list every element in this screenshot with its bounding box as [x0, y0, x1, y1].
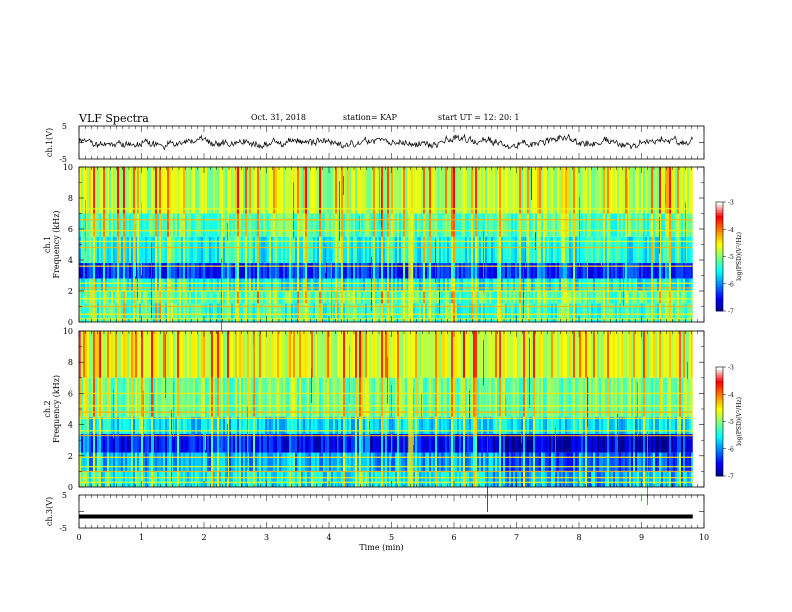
ch1-spectrogram-ytick-0: 0 — [68, 318, 73, 327]
x-tick-label-0: 0 — [76, 533, 81, 542]
ch1-spectrogram-cbtick--7: -7 — [728, 309, 734, 316]
x-tick-label-9: 9 — [639, 533, 644, 542]
ch2-spectrogram-cblabel: log(PSD)(V²/Hz) — [736, 397, 743, 446]
ch3-waveform-ytick-bottom: -5 — [59, 524, 67, 533]
x-tick-label-4: 4 — [326, 533, 331, 542]
date-label: Oct. 31, 2018 — [251, 113, 306, 122]
ch2-spectrogram-ytick-4: 4 — [68, 421, 73, 430]
x-axis-label: Time (min) — [359, 543, 403, 552]
ch1-waveform-line — [78, 133, 693, 151]
ch1-spectrogram-cbtick--4: -4 — [728, 227, 734, 234]
ch2-spectrogram-cbtick--4: -4 — [728, 392, 734, 399]
ch2-spectrogram-ytick-10: 10 — [63, 327, 73, 336]
ch2-spectrogram-ytick-8: 8 — [68, 358, 73, 367]
ch1-spectrogram-ylabel-channel: ch.1 — [43, 236, 52, 253]
ch2-spectrogram-cbtick--3: -3 — [728, 365, 734, 372]
ch2-spectrogram-ylabel-freq: Frequency (kHz) — [52, 375, 61, 443]
start-time-label: start UT = 12: 20: 1 — [438, 113, 520, 122]
x-tick-label-8: 8 — [576, 533, 581, 542]
ch1-spectrogram-event — [408, 167, 414, 322]
x-tick-label-2: 2 — [201, 533, 206, 542]
ch1-spectrogram-ytick-4: 4 — [68, 256, 73, 265]
ch1-spectrogram-ytick-2: 2 — [68, 287, 73, 296]
ch1-spectrogram-ytick-10: 10 — [63, 163, 73, 172]
ch2-spectrogram-ylabel-channel: ch.2 — [43, 400, 52, 417]
x-tick-label-1: 1 — [139, 533, 144, 542]
x-tick-label-7: 7 — [514, 533, 519, 542]
ch2-spectrogram-cbtick--5: -5 — [728, 419, 734, 426]
ch2-spectrogram-cbtick--6: -6 — [728, 446, 734, 453]
chart-title: VLF Spectra — [79, 112, 149, 125]
ch1-spectrogram-cbtick--3: -3 — [728, 200, 734, 207]
ch2-spectrogram-ytick-0: 0 — [68, 483, 73, 492]
ch2-spectrogram-event — [408, 331, 414, 487]
ch1-waveform-ylabel: ch.1(V) — [45, 128, 54, 157]
x-tick-label-10: 10 — [699, 533, 709, 542]
ch2-spectrogram-cbtick--7: -7 — [728, 474, 734, 481]
x-tick-label-3: 3 — [264, 533, 269, 542]
ch3-waveform-ylabel: ch.3(V) — [45, 497, 54, 526]
ch2-spectrogram-colorbar — [715, 366, 726, 477]
ch1-spectrogram-ytick-8: 8 — [68, 194, 73, 203]
ch1-spectrogram-cbtick--5: -5 — [728, 254, 734, 261]
ch2-spectrogram-ytick-2: 2 — [68, 452, 73, 461]
ch2-spectrogram-ytick-6: 6 — [68, 389, 73, 398]
ch1-spectrogram — [79, 167, 704, 331]
ch1-spectrogram-cbtick--6: -6 — [728, 281, 734, 288]
ch1-spectrogram-colorbar — [715, 201, 726, 312]
x-tick-label-5: 5 — [389, 533, 394, 542]
x-tick-label-6: 6 — [451, 533, 456, 542]
station-label: station= KAP — [343, 113, 397, 122]
ch3-waveform-ytick-top: 5 — [62, 491, 67, 500]
ch1-spectrogram-ylabel-freq: Frequency (kHz) — [52, 210, 61, 278]
ch1-waveform-ytick-bottom: -5 — [59, 155, 67, 164]
ch1-waveform-ytick-top: 5 — [62, 122, 67, 131]
ch1-spectrogram-cblabel: log(PSD)(V²/Hz) — [736, 232, 743, 281]
ch1-spectrogram-ytick-6: 6 — [68, 225, 73, 234]
ch2-spectrogram — [79, 331, 704, 512]
